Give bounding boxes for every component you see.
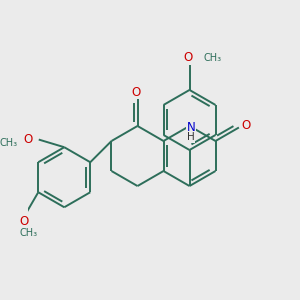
Text: O: O — [183, 51, 193, 64]
Text: O: O — [131, 86, 141, 99]
Text: O: O — [241, 119, 250, 133]
Text: CH₃: CH₃ — [0, 138, 17, 148]
Text: N: N — [187, 121, 195, 134]
Text: H: H — [187, 132, 195, 142]
Text: CH₃: CH₃ — [20, 228, 38, 238]
Text: O: O — [23, 133, 32, 146]
Text: O: O — [20, 215, 28, 228]
Text: CH₃: CH₃ — [204, 53, 222, 63]
